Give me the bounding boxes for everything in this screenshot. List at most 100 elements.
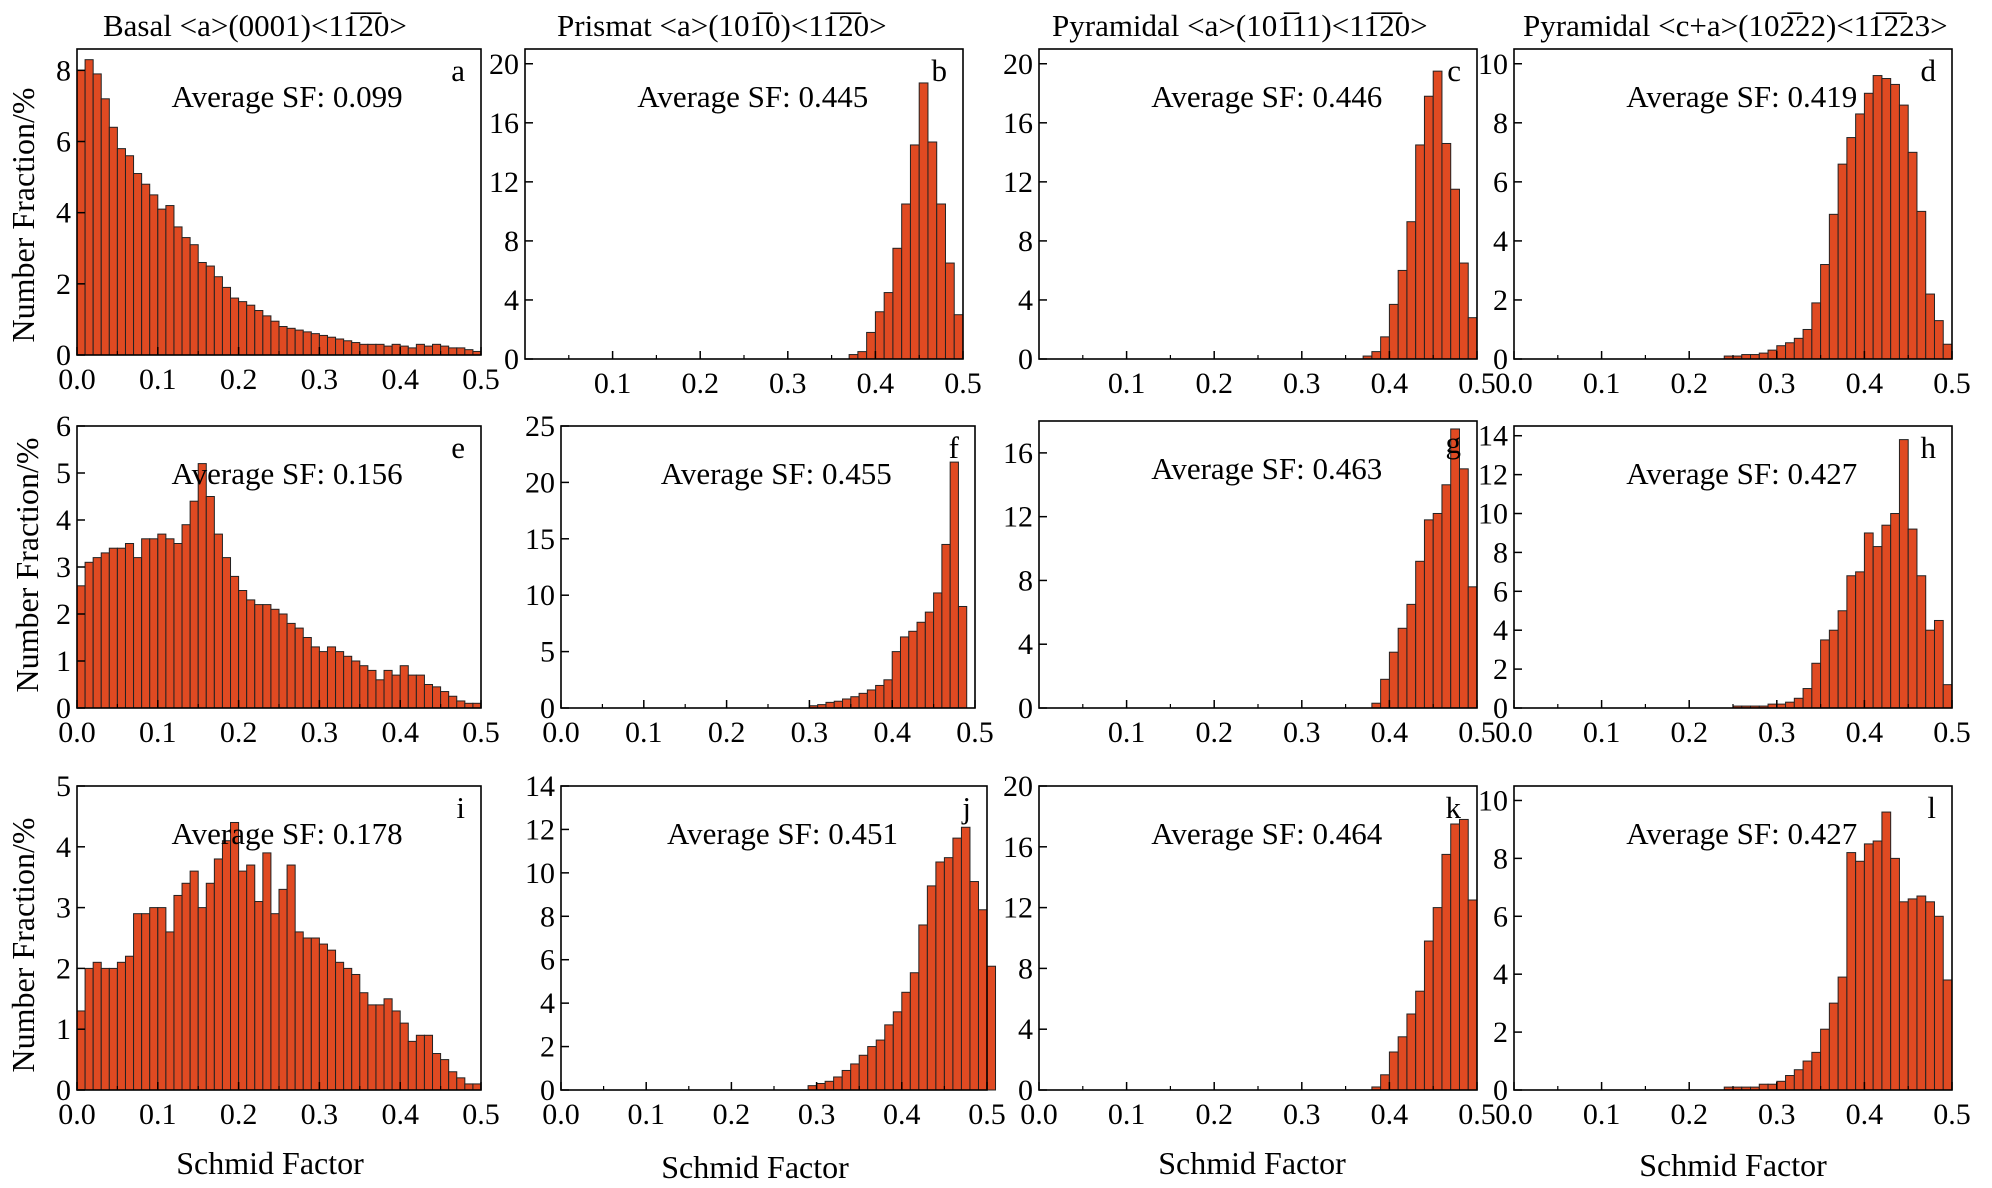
bar — [92, 73, 102, 356]
bar — [1388, 651, 1399, 709]
y-tick-label: 4 — [504, 284, 519, 317]
bar — [375, 343, 385, 356]
x-tick-label: 0.1 — [625, 716, 663, 749]
x-tick-label: 0.3 — [798, 1098, 836, 1131]
x-tick-label: 0.5 — [462, 716, 500, 749]
y-tick-label: 4 — [1018, 628, 1033, 661]
bar — [423, 345, 434, 356]
bar — [432, 1053, 442, 1091]
y-tick-label: 10 — [525, 857, 555, 890]
bar — [1467, 317, 1478, 360]
bar — [1450, 823, 1460, 1091]
bar — [1450, 428, 1460, 709]
bar — [891, 651, 901, 709]
x-tick-label: 0.5 — [462, 1098, 500, 1131]
bar — [1793, 1069, 1804, 1091]
average-sf-label: Average SF: 0.156 — [172, 456, 403, 491]
y-tick-label: 20 — [525, 466, 555, 499]
bar — [100, 98, 110, 356]
x-tick-label: 0.1 — [1583, 1098, 1621, 1131]
bar — [1828, 213, 1839, 360]
x-tick-label: 0.3 — [1283, 367, 1321, 400]
y-tick-label: 6 — [56, 410, 71, 443]
y-tick-label: 8 — [504, 225, 519, 258]
y-tick-label: 8 — [1493, 107, 1508, 140]
bar — [941, 543, 951, 709]
y-axis-titles: Number Fraction/% Number Fraction/% Numb… — [5, 87, 45, 1072]
bar — [842, 698, 852, 709]
bar — [335, 651, 345, 709]
bar — [1811, 1051, 1822, 1091]
bar — [76, 1010, 86, 1091]
x-tick-label: 0.1 — [1108, 1098, 1146, 1131]
bar — [1767, 1083, 1778, 1091]
bar — [213, 858, 223, 1091]
panel-i: 0 1 2 3 4 5 0.0 0.1 0.2 0.3 0.4 0.5 Average SF: 0.17… — [56, 770, 500, 1131]
bars-d — [1723, 75, 1953, 360]
bar — [1423, 95, 1434, 360]
bar — [1811, 662, 1822, 709]
bar — [841, 1069, 852, 1091]
y-tick-label: 5 — [56, 457, 71, 490]
y-tick-label: 4 — [1493, 614, 1508, 647]
y-tick-label: 8 — [1018, 952, 1033, 985]
bar — [262, 852, 272, 1091]
bar — [278, 888, 288, 1091]
x-tick-label: 0.3 — [769, 367, 807, 400]
bar — [901, 991, 911, 1091]
panel-letter: l — [1927, 790, 1936, 825]
bar — [423, 1034, 434, 1091]
x-tick-label: 0.0 — [1495, 716, 1533, 749]
bar — [1872, 75, 1883, 360]
x-tick-label: 0.2 — [1670, 367, 1708, 400]
bar — [1907, 151, 1918, 360]
bars-f — [808, 461, 968, 709]
panel-letter: j — [961, 790, 971, 825]
bar — [1907, 528, 1918, 709]
bar — [867, 1046, 877, 1091]
bar — [76, 585, 86, 709]
x-tick-label: 0.1 — [1583, 367, 1621, 400]
bar — [326, 949, 337, 1091]
x-tick-label: 0.0 — [1495, 1098, 1533, 1131]
bar — [1432, 907, 1443, 1091]
bar — [310, 937, 320, 1091]
bar — [343, 967, 353, 1091]
bar — [221, 286, 232, 356]
bar — [335, 961, 345, 1091]
bar — [1458, 262, 1469, 360]
bar — [1872, 546, 1883, 709]
y-tick-label: 12 — [1003, 892, 1033, 925]
bar — [181, 524, 191, 709]
bar — [84, 967, 94, 1091]
bar — [1785, 1075, 1795, 1091]
x-tick-label: 0.4 — [381, 363, 419, 396]
bar — [883, 292, 894, 360]
bar — [270, 608, 280, 709]
y-tick-label: 0 — [56, 692, 71, 725]
y-tick-label: 6 — [1493, 166, 1508, 199]
bar — [1423, 940, 1434, 1091]
bar — [1916, 575, 1927, 709]
bars-h — [1732, 439, 1953, 709]
bar — [1890, 857, 1900, 1091]
x-tick-label: 0.5 — [956, 716, 994, 749]
bar — [1881, 811, 1892, 1091]
bar — [1802, 1060, 1813, 1091]
bar — [1828, 629, 1839, 709]
x-tick-label: 0.0 — [1495, 367, 1533, 400]
y-tick-label: 0 — [1018, 1074, 1033, 1107]
bar — [205, 882, 215, 1091]
column-title-pyramidal-a: Pyramidal <a>(101̅11)<11̅2̅0> — [1052, 8, 1428, 43]
bar — [230, 297, 240, 356]
x-tick-label: 0.1 — [1108, 367, 1146, 400]
bar — [367, 1004, 377, 1091]
y-tick-label: 10 — [525, 579, 555, 612]
bar — [866, 331, 876, 360]
bar — [464, 349, 474, 356]
y-tick-label: 2 — [56, 268, 71, 301]
bar — [383, 669, 393, 709]
bar — [254, 604, 264, 709]
x-tick-label: 0.3 — [791, 716, 829, 749]
x-tick-label: 0.4 — [857, 367, 895, 400]
